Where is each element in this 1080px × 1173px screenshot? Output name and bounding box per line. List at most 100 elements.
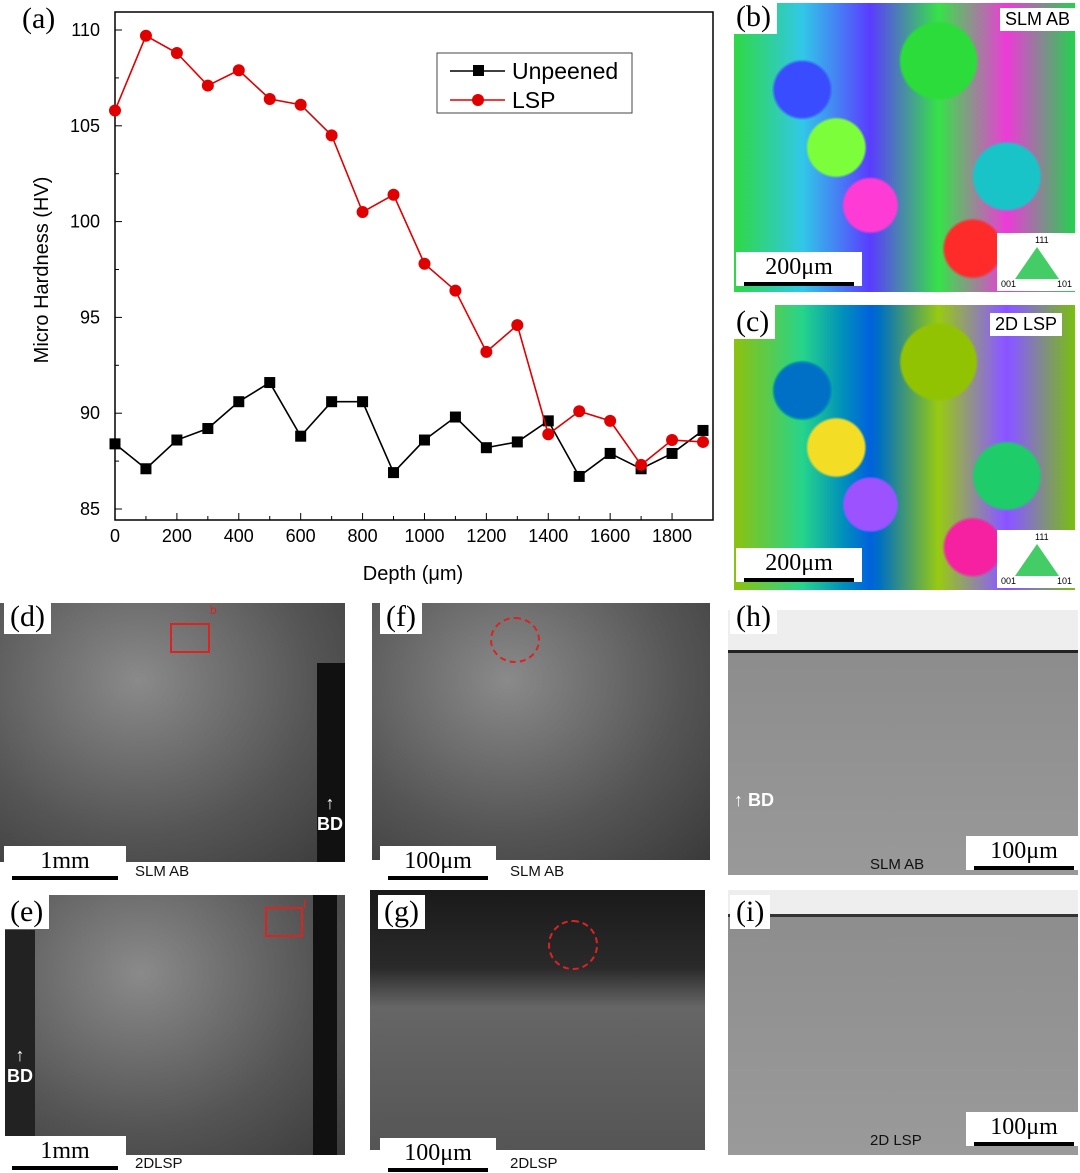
region-box-b [170, 623, 210, 653]
point-unpeened [388, 467, 400, 479]
x-tick-label: 600 [286, 526, 316, 546]
point-lsp [325, 129, 338, 142]
panel-label-b: (b) [730, 0, 777, 34]
point-unpeened [357, 396, 369, 408]
panel-label-a: (a) [22, 2, 55, 35]
tag-c: 2D LSP [990, 313, 1063, 336]
y-tick-label: 100 [70, 212, 100, 232]
point-unpeened [697, 424, 709, 436]
point-lsp [573, 405, 586, 418]
point-unpeened [480, 442, 492, 454]
point-lsp [356, 206, 369, 219]
point-lsp [511, 319, 524, 332]
build-direction-e: ↑ BD [7, 1045, 33, 1086]
point-lsp [542, 428, 555, 441]
point-unpeened [326, 396, 338, 408]
sem-cross-section-2d-lsp [728, 890, 1078, 1155]
point-unpeened [264, 377, 276, 389]
initiation-circle-g [548, 920, 598, 970]
point-unpeened [295, 430, 307, 442]
point-unpeened [418, 434, 430, 446]
panel-label-d: (d) [4, 600, 51, 634]
point-lsp [232, 64, 245, 77]
caption-f: SLM AB [510, 863, 565, 880]
point-unpeened [140, 463, 152, 475]
point-lsp [201, 79, 214, 92]
x-tick-label: 0 [110, 526, 120, 546]
y-tick-label: 85 [80, 499, 100, 519]
sem-fracture-2dlsp-high-mag [370, 890, 705, 1150]
point-unpeened [573, 470, 585, 482]
panel-label-h: (h) [730, 600, 777, 634]
point-lsp [604, 414, 617, 427]
x-tick-label: 1000 [404, 526, 444, 546]
tag-b: SLM AB [1000, 8, 1076, 31]
point-lsp [170, 46, 183, 59]
point-unpeened [542, 415, 554, 427]
ipf-legend-c: 111 001 101 [997, 530, 1075, 588]
sem-fracture-2dlsp-low-mag: f ↑ BD [5, 895, 345, 1155]
plot-frame [114, 11, 714, 521]
x-axis-label: Depth (μm) [363, 563, 463, 585]
point-lsp [697, 435, 709, 448]
scale-bar-f: 100μm [380, 846, 496, 880]
scale-bar-e: 1mm [4, 1136, 126, 1170]
point-unpeened [511, 436, 523, 448]
point-unpeened [171, 434, 183, 446]
legend-unpeened: Unpeened [512, 58, 618, 84]
sem-fracture-slm-ab-high-mag [372, 603, 710, 860]
hardness-chart: (a) 0 200 400 600 800 1000 1200 1400 1600 1800 85 9… [22, 2, 714, 585]
scale-bar-c: 200μm [736, 548, 862, 582]
caption-h: SLM AB [870, 856, 925, 873]
region-box-f [265, 907, 303, 937]
sem-fracture-slm-ab-low-mag: b ↑ BD [0, 603, 345, 862]
point-lsp [449, 284, 462, 297]
caption-i: 2D LSP [870, 1132, 922, 1149]
panel-label-e: (e) [4, 895, 50, 929]
x-tick-label: 1200 [466, 526, 506, 546]
build-direction-h: ↑ BD [734, 790, 775, 810]
legend-lsp: LSP [512, 87, 555, 113]
point-lsp [480, 345, 493, 358]
x-tick-label: 400 [224, 526, 254, 546]
point-unpeened [604, 447, 616, 459]
point-unpeened [202, 423, 214, 435]
point-lsp [418, 257, 431, 270]
x-tick-label: 1600 [590, 526, 630, 546]
y-tick-label: 105 [70, 116, 100, 136]
point-unpeened [449, 411, 461, 423]
panel-label-c: (c) [730, 305, 776, 339]
panel-label-i: (i) [730, 895, 771, 929]
scale-bar-g: 100μm [380, 1138, 496, 1172]
y-tick-label: 110 [71, 20, 100, 40]
caption-e: 2DLSP [135, 1155, 183, 1172]
x-tick-label: 1800 [652, 526, 692, 546]
scale-bar-i: 100μm [966, 1112, 1080, 1146]
point-lsp [109, 104, 121, 117]
sem-cross-section-slm-ab: ↑ BD [728, 610, 1078, 875]
panel-label-f: (f) [380, 600, 422, 634]
y-tick-label: 95 [80, 307, 100, 327]
point-unpeened [233, 396, 245, 408]
caption-g: 2DLSP [510, 1155, 558, 1172]
point-lsp [387, 188, 400, 201]
y-tick-label: 90 [80, 403, 100, 423]
build-direction-d: ↑ BD [317, 793, 343, 834]
scale-bar-b: 200μm [736, 252, 862, 286]
point-lsp [263, 92, 276, 105]
initiation-circle-f [490, 617, 540, 663]
point-lsp [139, 29, 152, 42]
point-unpeened [666, 447, 678, 459]
y-axis-label: Micro Hardness (HV) [31, 177, 53, 364]
panel-label-g: (g) [378, 895, 425, 929]
x-tick-label: 1400 [528, 526, 568, 546]
scale-bar-d: 1mm [4, 846, 126, 880]
legend: Unpeened LSP [436, 52, 633, 114]
point-unpeened [109, 438, 121, 450]
point-lsp [666, 434, 679, 447]
ipf-legend-b: 111 001 101 [997, 233, 1075, 291]
scale-bar-h: 100μm [966, 836, 1080, 870]
x-tick-label: 200 [162, 526, 192, 546]
point-lsp [294, 98, 307, 111]
